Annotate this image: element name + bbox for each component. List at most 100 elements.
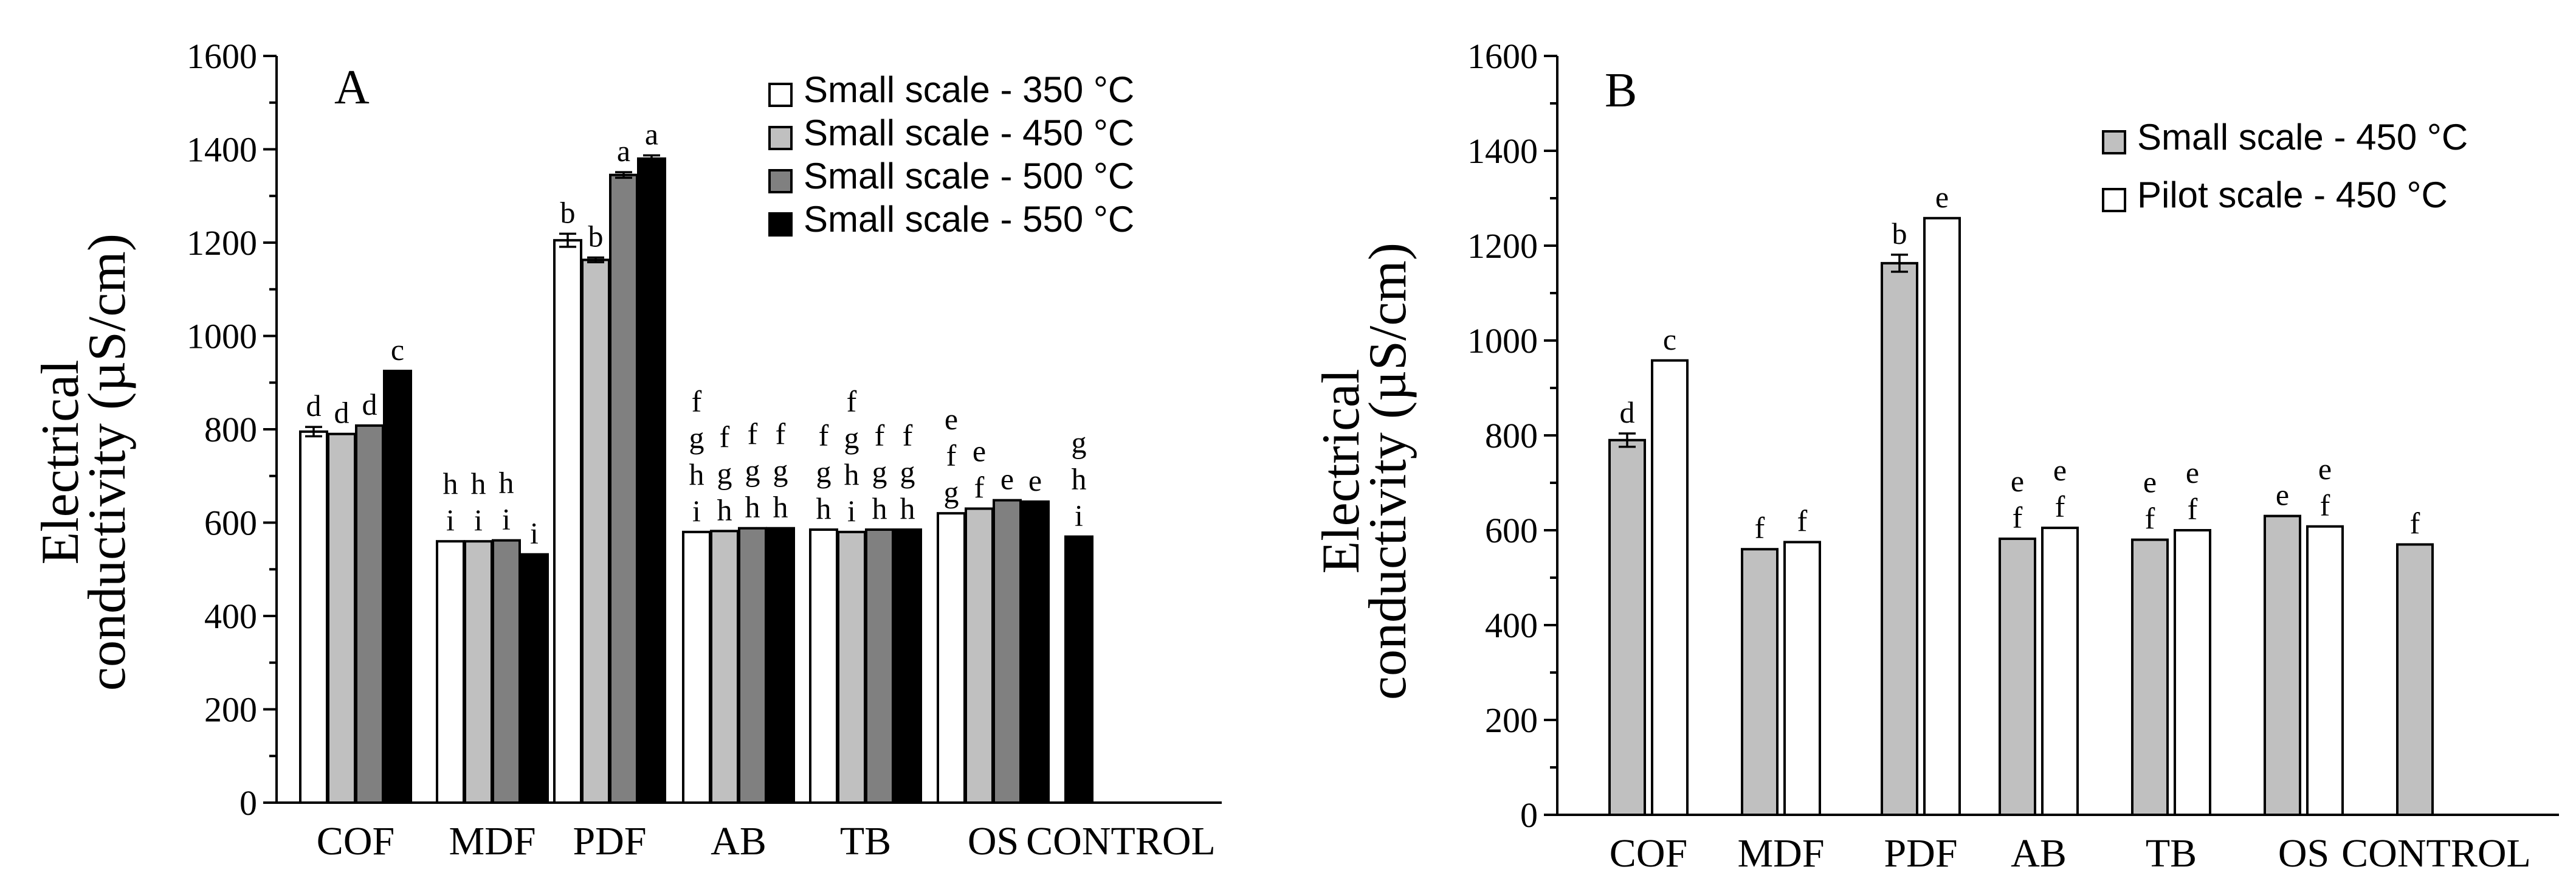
bar [1999, 538, 2036, 816]
significance-letter: h [900, 491, 915, 525]
significance-letter: h [499, 466, 514, 500]
significance-letter: b [1892, 216, 1907, 251]
y-axis-title-line2: conductivity (µS/cm) [78, 233, 137, 691]
significance-letter: f [974, 470, 985, 504]
y-axis-title-line1: Electrical [1312, 368, 1371, 573]
x-category-label: PDF [1884, 831, 1957, 876]
significance-letter: f [692, 384, 702, 418]
panel-letter: A [334, 61, 370, 114]
bar [609, 173, 638, 804]
significance-letter: i [847, 494, 856, 528]
significance-letter: g [745, 454, 760, 488]
bar [1783, 541, 1821, 816]
bar [738, 527, 767, 804]
significance-letter: a [645, 117, 658, 151]
bar [1021, 500, 1050, 804]
bar [837, 530, 866, 804]
significance-letter: e [2276, 478, 2289, 512]
panel-letter: B [1605, 64, 1637, 117]
x-category-label: AB [711, 819, 766, 863]
significance-letter: g [689, 421, 704, 455]
bar [937, 512, 966, 804]
y-tick-label: 800 [204, 410, 257, 449]
legend-label: Small scale - 500 °C [804, 156, 1134, 196]
significance-letter: i [446, 503, 455, 537]
significance-letter: g [872, 455, 887, 489]
legend-swatch [768, 169, 793, 193]
legend-swatch [768, 212, 793, 237]
y-tick-label: 1600 [187, 36, 257, 76]
y-axis-title-line1: Electrical [31, 359, 90, 564]
significance-letter: f [819, 418, 829, 452]
significance-letter: g [816, 455, 832, 489]
significance-letter: h [816, 491, 832, 525]
y-tick-label: 1000 [1467, 321, 1538, 361]
bar [2174, 529, 2211, 816]
x-category-label: TB [2146, 831, 2197, 876]
y-tick-label: 1600 [1467, 36, 1538, 76]
significance-letter: b [560, 195, 576, 229]
significance-letter: f [2320, 488, 2330, 522]
bar [766, 527, 795, 804]
significance-letter: h [844, 457, 859, 491]
panel-a: A Electrical conductivity (µS/cm) 0 200 40… [31, 36, 1222, 863]
x-category-label: MDF [1737, 831, 1824, 876]
bar [809, 528, 838, 804]
significance-letter: f [847, 384, 857, 418]
panel-b: B Electrical conductivity (µS/cm) 0 200 40… [1312, 36, 2559, 876]
significance-letter: f [2188, 492, 2198, 526]
bar [637, 157, 666, 804]
x-category-label: COF [317, 819, 394, 863]
legend-label: Small scale - 450 °C [804, 112, 1134, 153]
x-category-label: COF [1610, 831, 1687, 876]
y-tick-label: 400 [1485, 606, 1538, 645]
bar [2264, 514, 2301, 816]
significance-letter: f [875, 418, 885, 452]
significance-letter: e [2053, 453, 2067, 487]
bar [464, 540, 493, 804]
bar [581, 258, 610, 804]
bar [993, 499, 1022, 804]
bar [2131, 538, 2169, 816]
legend-swatch [768, 126, 793, 150]
significance-letter: h [443, 466, 458, 500]
significance-letter: i [692, 494, 701, 528]
x-category-label: MDF [449, 819, 536, 863]
y-tick-label: 200 [204, 690, 257, 730]
significance-letter: f [946, 438, 957, 472]
x-category-label: OS [2278, 831, 2329, 876]
bar [865, 528, 894, 804]
significance-letter: e [1000, 462, 1014, 496]
y-tick-label: 1200 [187, 223, 257, 263]
significance-letter: e [2143, 465, 2157, 499]
bar [1608, 438, 1646, 816]
significance-letter: c [391, 333, 404, 367]
y-tick-label: 0 [239, 783, 257, 823]
significance-letter: f [748, 417, 758, 451]
bar [965, 507, 994, 804]
significance-letter: g [773, 454, 788, 488]
significance-letter: f [2055, 489, 2065, 524]
significance-letter: f [1797, 504, 1808, 538]
significance-letter: d [334, 396, 350, 430]
significance-letter: h [872, 491, 887, 525]
significance-letter: h [1072, 462, 1087, 496]
significance-letter: g [844, 421, 859, 455]
bar [520, 553, 549, 804]
significance-letter: c [1663, 322, 1676, 356]
y-tick-label: 0 [1520, 795, 1538, 835]
bar [299, 430, 328, 804]
y-tick-label: 1000 [187, 317, 257, 356]
bar [327, 432, 356, 804]
significance-letter: d [1620, 395, 1635, 429]
significance-letter: e [1935, 180, 1949, 214]
bar [710, 530, 739, 804]
bar [383, 370, 412, 804]
significance-letter: e [2011, 464, 2024, 498]
bar [1741, 548, 1779, 816]
legend-swatch [2102, 130, 2126, 154]
significance-letter: f [2145, 502, 2155, 536]
significance-letter: h [471, 466, 486, 500]
x-category-label: PDF [573, 819, 646, 863]
